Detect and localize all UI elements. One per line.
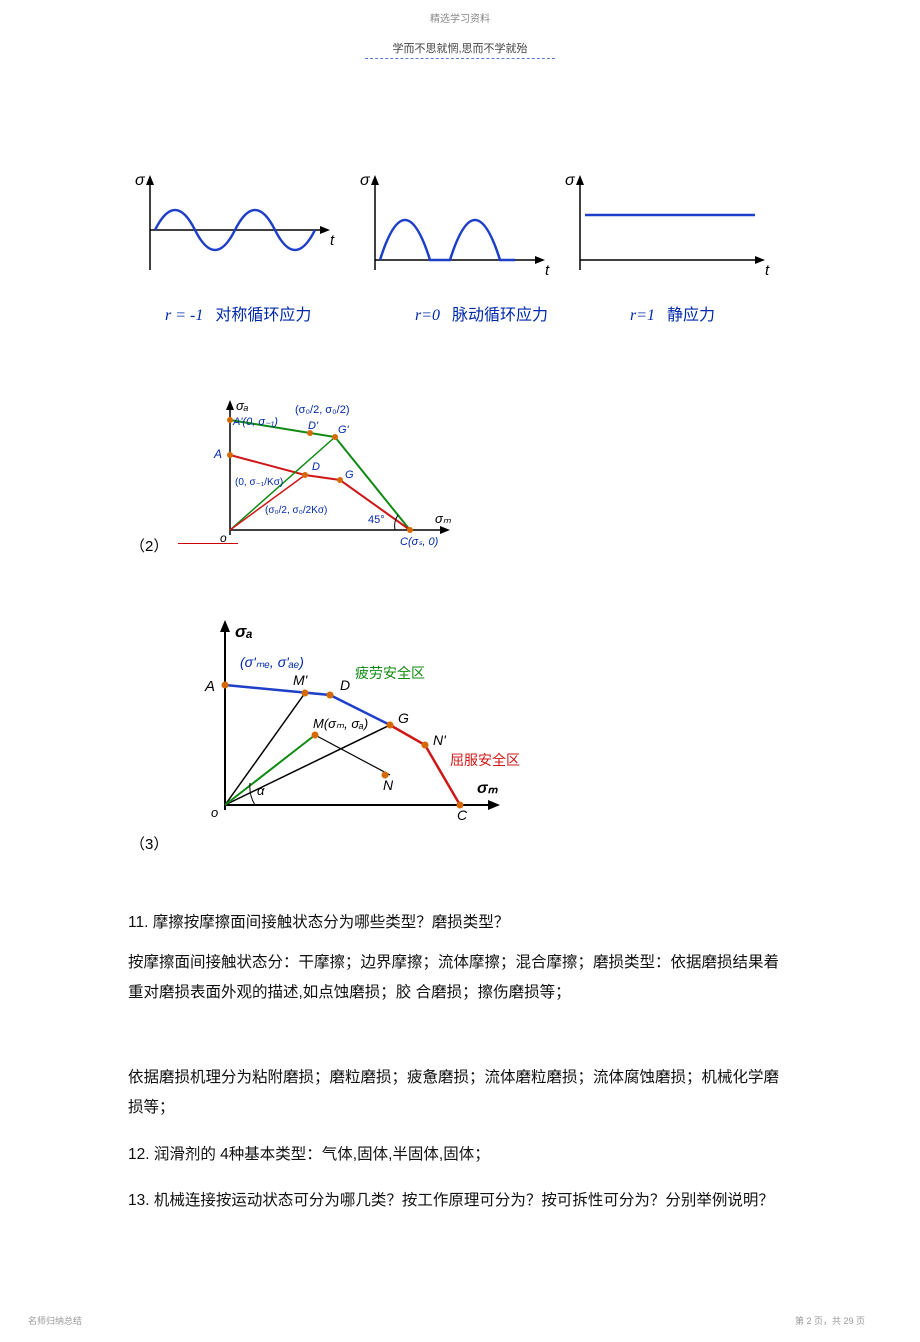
fig2-index: （2） — [130, 535, 168, 556]
svg-text:N': N' — [433, 732, 447, 748]
svg-text:N: N — [383, 777, 394, 793]
svg-text:α: α — [257, 783, 265, 798]
svg-text:(σ₀/2, σ₀/2): (σ₀/2, σ₀/2) — [295, 404, 350, 416]
fig2-svg: σₐ σₘ o A'(0, σ₋₁) (σ₀/2, σ₀/2) D' G' A … — [200, 395, 480, 555]
r-label-3: r=1 — [630, 307, 655, 324]
fatigue-zone-label: 疲劳安全区 — [355, 663, 425, 683]
svg-text:(σ₀/2, σ₀/2Kσ): (σ₀/2, σ₀/2Kσ) — [265, 505, 327, 516]
q13: 13. 机械连接按运动状态可分为哪几类？按工作原理可分为？按可拆性可分为？分别举… — [128, 1186, 793, 1216]
svg-text:σ: σ — [360, 172, 371, 189]
svg-text:45°: 45° — [368, 514, 385, 526]
q12: 12. 润滑剂的 4种基本类型：气体,固体,半固体,固体； — [128, 1140, 793, 1170]
svg-text:σₘ: σₘ — [477, 780, 499, 797]
fig3-index: （3） — [130, 833, 168, 854]
r-label-1: r = -1 — [165, 307, 203, 324]
caption-2: 脉动循环应力 — [452, 307, 548, 324]
figure-limit-diagram-1: （2） σₐ σₘ o A'(0, σ₋₁) (σ₀/2, σ₀/2) D' G… — [130, 395, 790, 565]
svg-text:t: t — [765, 262, 770, 279]
svg-text:G: G — [398, 710, 409, 726]
svg-text:σₐ: σₐ — [235, 622, 253, 641]
figure-stress-cycles: σ t σ t σ t r = -1 对称循环应力 r=0 — [130, 165, 790, 325]
svg-text:G: G — [345, 469, 354, 481]
fig3-svg: σₐ σₘ o A (σ'ₘₑ, σ'ₐₑ) M' D G N' N C M(σ… — [185, 615, 515, 830]
svg-text:σₘ: σₘ — [435, 511, 452, 526]
svg-text:σ: σ — [135, 172, 146, 189]
svg-text:D': D' — [308, 420, 319, 432]
page-top-header: 精选学习资料 — [0, 10, 920, 25]
svg-text:t: t — [330, 232, 335, 249]
svg-text:A'(0, σ₋₁): A'(0, σ₋₁) — [232, 416, 278, 428]
q11-title: 11. 摩擦按摩擦面间接触状态分为哪些类型？磨损类型？ — [128, 908, 793, 938]
caption-3: 静应力 — [667, 307, 715, 324]
svg-text:σ: σ — [565, 172, 576, 189]
r-label-2: r=0 — [415, 307, 440, 324]
page-sub-header: 学而不思就惘,思而不学就殆 — [365, 40, 555, 59]
svg-text:σₐ: σₐ — [236, 398, 249, 413]
svg-text:C(σₛ, 0): C(σₛ, 0) — [400, 536, 439, 548]
svg-text:G': G' — [338, 424, 350, 436]
svg-text:D: D — [312, 461, 320, 473]
svg-text:t: t — [545, 262, 550, 279]
svg-text:C: C — [457, 807, 468, 823]
svg-text:M(σₘ, σₐ): M(σₘ, σₐ) — [313, 716, 368, 731]
yield-zone-label: 屈服安全区 — [450, 750, 520, 770]
q11-p2: 依据磨损机理分为粘附磨损；磨粒磨损；疲惫磨损；流体磨粒磨损；流体腐蚀磨损；机械化… — [128, 1063, 793, 1123]
svg-text:D: D — [340, 677, 350, 693]
q11-p1: 按摩擦面间接触状态分：干摩擦；边界摩擦；流体摩擦；混合摩擦；磨损类型：依据磨损结… — [128, 948, 793, 1008]
svg-text:(0, σ₋₁/Kσ): (0, σ₋₁/Kσ) — [235, 477, 283, 488]
svg-text:M': M' — [293, 672, 309, 688]
svg-text:A: A — [204, 678, 215, 695]
svg-text:A: A — [213, 447, 222, 461]
footer-left: 名师归纳总结 — [28, 1314, 82, 1327]
svg-text:o: o — [220, 531, 227, 545]
figure-limit-diagram-2: （3） σₐ σₘ o A (σ'ₘₑ, σ'ₐₑ) M' — [130, 615, 790, 865]
svg-text:o: o — [211, 805, 218, 820]
caption-1: 对称循环应力 — [215, 307, 311, 324]
svg-text:(σ'ₘₑ, σ'ₐₑ): (σ'ₘₑ, σ'ₐₑ) — [240, 654, 304, 670]
footer-right: 第 2 页，共 29 页 — [795, 1314, 865, 1327]
